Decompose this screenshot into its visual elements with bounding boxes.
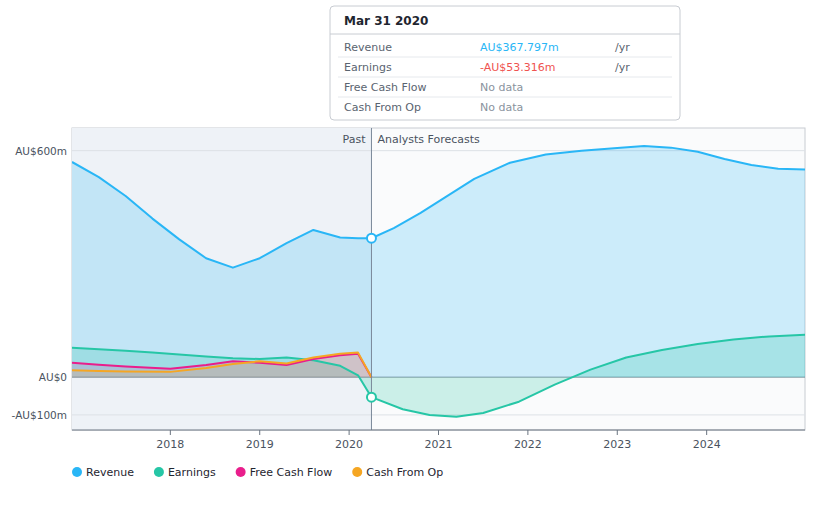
legend-label: Revenue xyxy=(86,466,134,479)
x-tick xyxy=(170,430,171,435)
annotation: Analysts Forecasts xyxy=(377,133,480,146)
x-tick xyxy=(349,430,350,435)
tooltip-value: No data xyxy=(480,101,523,114)
x-tick-label: 2021 xyxy=(425,438,453,451)
series-area xyxy=(72,335,805,417)
x-tick xyxy=(617,430,618,435)
divider-line xyxy=(371,128,372,430)
series-area xyxy=(72,146,805,377)
x-tick xyxy=(527,430,528,435)
tooltip-value: No data xyxy=(480,81,523,94)
tooltip-value: -AU$53.316m xyxy=(480,61,556,74)
tooltip-value: AU$367.797m xyxy=(480,41,559,54)
legend-marker xyxy=(236,467,246,477)
divider-point xyxy=(367,234,376,243)
x-tick-label: 2019 xyxy=(246,438,274,451)
chart: 2018 2019 2020 2021 2022 2023 2024 -AU$100m AU$0… xyxy=(0,0,821,524)
legend: Revenue Earnings Free Cash Flow Cash From O… xyxy=(72,466,443,479)
tooltip-row-separator xyxy=(338,77,672,78)
x-tick-label: 2020 xyxy=(335,438,363,451)
tooltip-title: Mar 31 2020 xyxy=(344,14,428,28)
series-area xyxy=(72,353,371,378)
tooltip-label: Revenue xyxy=(344,41,392,54)
tooltip-box xyxy=(330,6,680,120)
y-tick-label: AU$0 xyxy=(39,371,67,383)
legend-marker xyxy=(154,467,164,477)
x-tick xyxy=(706,430,707,435)
annotation: Past xyxy=(343,133,367,146)
y-tick-label: -AU$100m xyxy=(12,409,67,421)
series-line xyxy=(72,353,371,378)
legend-marker xyxy=(352,467,362,477)
tooltip-row-separator xyxy=(338,97,672,98)
legend-label: Earnings xyxy=(168,466,216,479)
legend-label: Free Cash Flow xyxy=(250,466,333,479)
plot-frame xyxy=(72,128,805,430)
plot-area xyxy=(72,128,805,430)
x-tick xyxy=(438,430,439,435)
tooltip-label: Earnings xyxy=(344,61,392,74)
x-tick-label: 2022 xyxy=(514,438,542,451)
tooltip-label: Cash From Op xyxy=(344,101,421,114)
legend-marker xyxy=(72,467,82,477)
y-tick-label: AU$600m xyxy=(15,145,67,157)
divider-point xyxy=(367,393,376,402)
series-line xyxy=(72,146,805,268)
series-line xyxy=(72,335,805,417)
tooltip-unit: /yr xyxy=(615,41,630,54)
x-tick-label: 2023 xyxy=(603,438,631,451)
legend-label: Cash From Op xyxy=(366,466,443,479)
tooltip-label: Free Cash Flow xyxy=(344,81,427,94)
tooltip: Mar 31 2020 Revenue AU$367.797m/yr Earnings… xyxy=(330,6,680,120)
tooltip-separator xyxy=(330,34,680,35)
tooltip-unit: /yr xyxy=(615,61,630,74)
x-tick xyxy=(259,430,260,435)
x-tick-label: 2024 xyxy=(693,438,721,451)
tooltip-row-separator xyxy=(338,57,672,58)
x-tick-label: 2018 xyxy=(156,438,184,451)
